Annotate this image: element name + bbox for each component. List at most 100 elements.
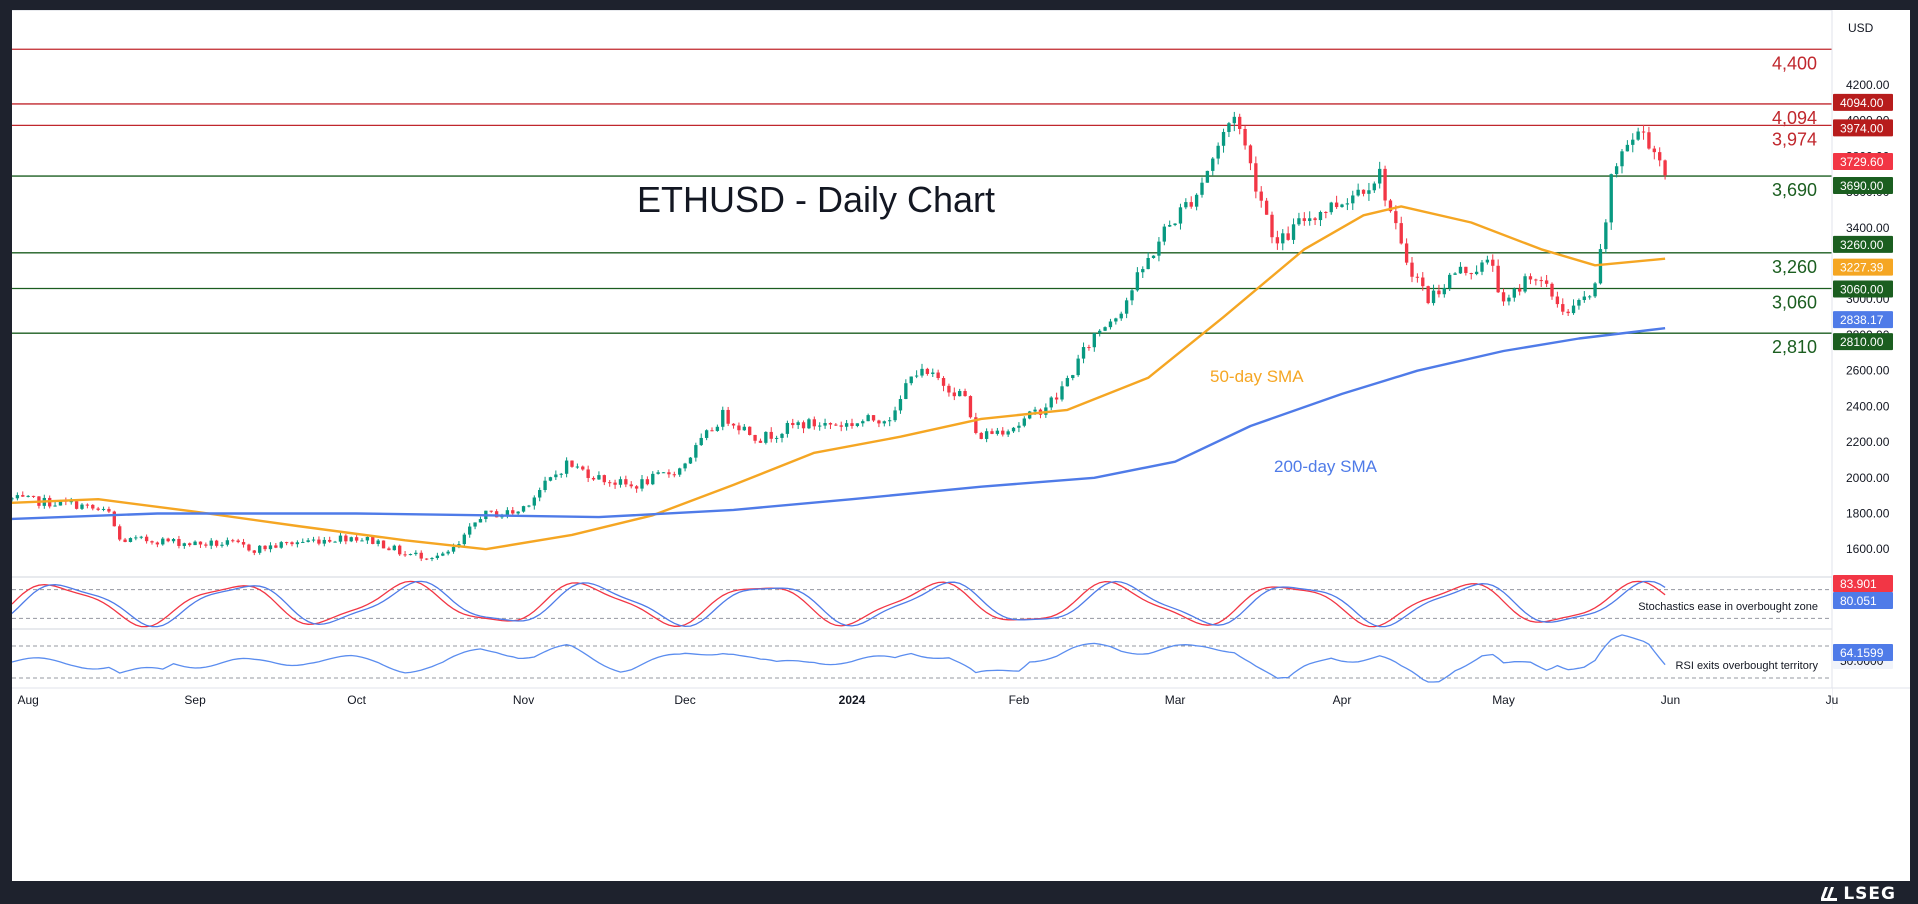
candle-body <box>279 542 283 548</box>
candle-body <box>198 541 203 545</box>
candle-body <box>1168 225 1172 227</box>
candle-body <box>1491 259 1495 266</box>
price-tag-text: 3729.60 <box>1840 155 1884 169</box>
candle-body <box>263 545 267 550</box>
candle-body <box>1448 274 1452 289</box>
candle-body <box>295 542 300 545</box>
candle-body <box>914 375 919 377</box>
candle-body <box>699 437 703 446</box>
candle-body <box>1248 145 1253 164</box>
candle-body <box>704 430 709 438</box>
candle-body <box>1550 283 1554 297</box>
y-tick-label: 4200.00 <box>1846 78 1890 92</box>
candle-body <box>193 541 197 546</box>
price-tag <box>1833 311 1893 329</box>
candle-body <box>920 368 924 376</box>
candle-body <box>968 396 973 418</box>
candle-body <box>1081 347 1086 359</box>
candle-body <box>1297 218 1301 225</box>
price-tag-text: 2810.00 <box>1840 335 1884 349</box>
candle-body <box>494 511 499 518</box>
candle-body <box>182 543 186 546</box>
stochastic-annotation: Stochastics ease in overbought zone <box>1638 601 1818 613</box>
candle-body <box>807 419 811 429</box>
candle-body <box>974 417 978 433</box>
candle-body <box>1243 128 1247 146</box>
candle-body <box>107 508 111 512</box>
candle-body <box>53 505 57 507</box>
candle-body <box>1054 397 1059 400</box>
candle-body <box>1356 189 1360 196</box>
candle-body <box>1582 296 1586 301</box>
candle-body <box>801 422 806 429</box>
y-tick-label: 2400.00 <box>1846 399 1890 413</box>
candle-body <box>586 469 590 478</box>
candle-body <box>1103 327 1107 331</box>
candle-body <box>446 551 450 554</box>
candle-body <box>780 433 784 438</box>
candle-body <box>177 539 181 546</box>
candle-body <box>1641 131 1646 133</box>
candle-body <box>1571 305 1576 314</box>
candle-body <box>371 537 375 544</box>
candle-body <box>1308 218 1312 221</box>
candle-body <box>419 552 423 559</box>
candle-body <box>1361 189 1366 194</box>
candle-body <box>1410 262 1414 277</box>
candle-body <box>855 423 860 426</box>
candle-body <box>984 431 989 439</box>
candle-body <box>640 479 644 489</box>
rsi-annotation: RSI exits overbought territory <box>1676 660 1819 672</box>
candle-body <box>1340 204 1344 208</box>
candle-body <box>1270 214 1274 238</box>
candle-body <box>1415 276 1420 278</box>
sma-50-line <box>12 205 1666 551</box>
candle-body <box>710 430 714 432</box>
stochastic-tag-text: 83.901 <box>1840 577 1877 591</box>
candle-body <box>225 540 230 545</box>
candle-body <box>161 538 165 545</box>
candle-body <box>721 409 725 427</box>
candle-body <box>791 422 795 426</box>
x-tick-label: May <box>1492 693 1515 707</box>
candle-body <box>1227 123 1231 132</box>
candle-body <box>1114 318 1118 322</box>
candle-body <box>1512 288 1516 298</box>
candle-body <box>128 538 133 542</box>
candle-body <box>1060 386 1064 400</box>
price-tag <box>1833 235 1893 253</box>
candle-body <box>651 473 655 485</box>
candle-body <box>521 506 526 512</box>
candle-body <box>1539 280 1543 282</box>
bottom-bar <box>0 881 1918 904</box>
candle-body <box>489 510 493 512</box>
candle-body <box>365 537 370 541</box>
candle-body <box>1518 288 1522 292</box>
candle-body <box>1631 139 1635 145</box>
candle-body <box>462 534 466 545</box>
ethusd-chart: USD 1600.00 1800.00 2000.00 2200.00 2400.00 26… <box>12 10 1910 881</box>
candle-body <box>231 540 235 542</box>
candle-body <box>618 479 623 485</box>
candle-body <box>1001 430 1005 435</box>
candle-body <box>1652 148 1656 153</box>
candle-body <box>1108 321 1113 328</box>
candle-body <box>1281 233 1285 244</box>
candle-body <box>661 472 666 474</box>
candle-body <box>979 432 983 439</box>
candle-body <box>1663 160 1667 176</box>
candle-body <box>909 376 913 384</box>
candle-body <box>333 541 337 543</box>
rsi-tag <box>1833 644 1893 661</box>
candle-body <box>1313 218 1317 221</box>
candle-body <box>1555 296 1560 305</box>
candle-body <box>328 539 332 542</box>
price-tag <box>1833 177 1893 195</box>
candle-body <box>538 490 542 498</box>
candle-body <box>1151 255 1156 259</box>
stochastic-tag <box>1833 592 1893 609</box>
candle-body <box>1017 425 1021 428</box>
x-tick-label: Jun <box>1661 693 1680 707</box>
candle-body <box>15 495 20 499</box>
candle-body <box>785 422 790 434</box>
